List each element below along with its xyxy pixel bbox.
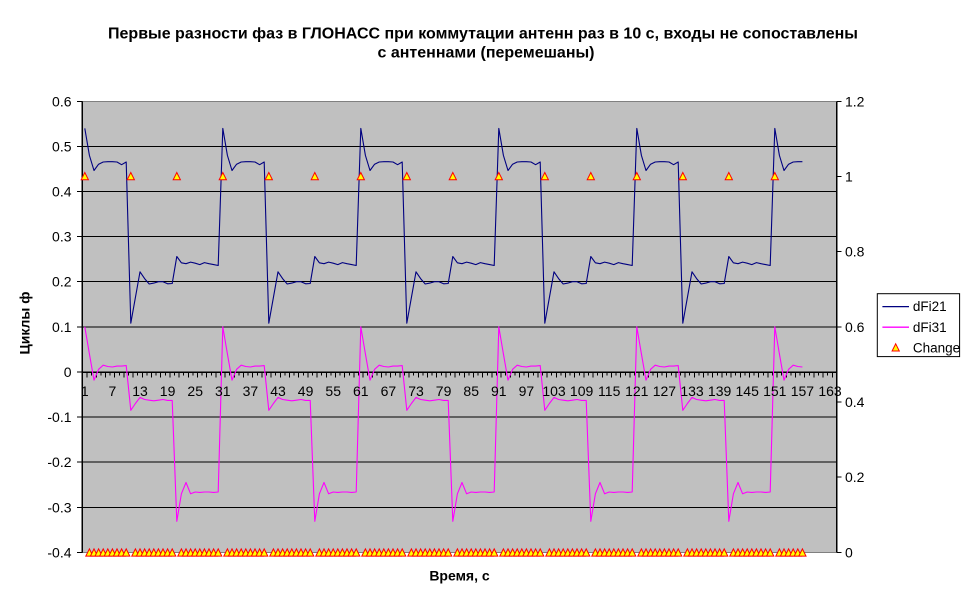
svg-text:133: 133 — [680, 383, 704, 399]
svg-text:0.2: 0.2 — [845, 469, 865, 485]
svg-text:-0.4: -0.4 — [47, 544, 71, 560]
svg-text:43: 43 — [270, 383, 286, 399]
svg-text:1.2: 1.2 — [845, 93, 865, 109]
svg-text:-0.3: -0.3 — [47, 499, 71, 515]
svg-text:Циклы ф: Циклы ф — [17, 292, 33, 355]
svg-text:0.6: 0.6 — [845, 319, 865, 335]
svg-text:67: 67 — [381, 383, 397, 399]
svg-text:0.3: 0.3 — [52, 229, 72, 245]
svg-text:31: 31 — [215, 383, 231, 399]
svg-text:-0.1: -0.1 — [47, 409, 71, 425]
svg-text:127: 127 — [653, 383, 677, 399]
svg-text:0.1: 0.1 — [52, 319, 72, 335]
svg-text:163: 163 — [818, 383, 842, 399]
svg-text:Change: Change — [913, 340, 960, 355]
svg-text:0.5: 0.5 — [52, 138, 72, 154]
svg-text:37: 37 — [243, 383, 259, 399]
svg-text:103: 103 — [542, 383, 566, 399]
svg-text:0: 0 — [64, 364, 72, 380]
svg-text:121: 121 — [625, 383, 649, 399]
svg-text:157: 157 — [791, 383, 815, 399]
svg-text:91: 91 — [491, 383, 507, 399]
svg-text:0.4: 0.4 — [52, 184, 72, 200]
svg-text:109: 109 — [570, 383, 594, 399]
svg-text:7: 7 — [109, 383, 117, 399]
svg-text:115: 115 — [598, 383, 621, 399]
svg-text:Время, с: Время, с — [429, 567, 490, 583]
svg-text:151: 151 — [763, 383, 787, 399]
svg-text:85: 85 — [463, 383, 479, 399]
svg-text:25: 25 — [187, 383, 203, 399]
svg-text:Первые разности фаз в ГЛОНАСС: Первые разности фаз в ГЛОНАСС при коммут… — [108, 25, 858, 42]
svg-text:55: 55 — [325, 383, 341, 399]
svg-text:79: 79 — [436, 383, 452, 399]
svg-text:49: 49 — [298, 383, 314, 399]
svg-text:0: 0 — [845, 544, 853, 560]
svg-text:0.6: 0.6 — [52, 93, 72, 109]
svg-text:61: 61 — [353, 383, 369, 399]
svg-text:0.2: 0.2 — [52, 274, 72, 290]
svg-text:145: 145 — [736, 383, 760, 399]
svg-text:с антеннами (перемешаны): с антеннами (перемешаны) — [378, 44, 595, 61]
svg-text:1: 1 — [845, 169, 853, 185]
svg-text:1: 1 — [81, 383, 89, 399]
svg-text:73: 73 — [408, 383, 424, 399]
svg-text:dFi31: dFi31 — [913, 320, 947, 335]
svg-text:97: 97 — [519, 383, 535, 399]
svg-text:-0.2: -0.2 — [47, 454, 71, 470]
svg-text:13: 13 — [132, 383, 148, 399]
svg-text:dFi21: dFi21 — [913, 299, 947, 314]
svg-text:19: 19 — [160, 383, 176, 399]
svg-text:0.8: 0.8 — [845, 244, 865, 260]
svg-text:0.4: 0.4 — [845, 394, 865, 410]
svg-text:139: 139 — [708, 383, 732, 399]
